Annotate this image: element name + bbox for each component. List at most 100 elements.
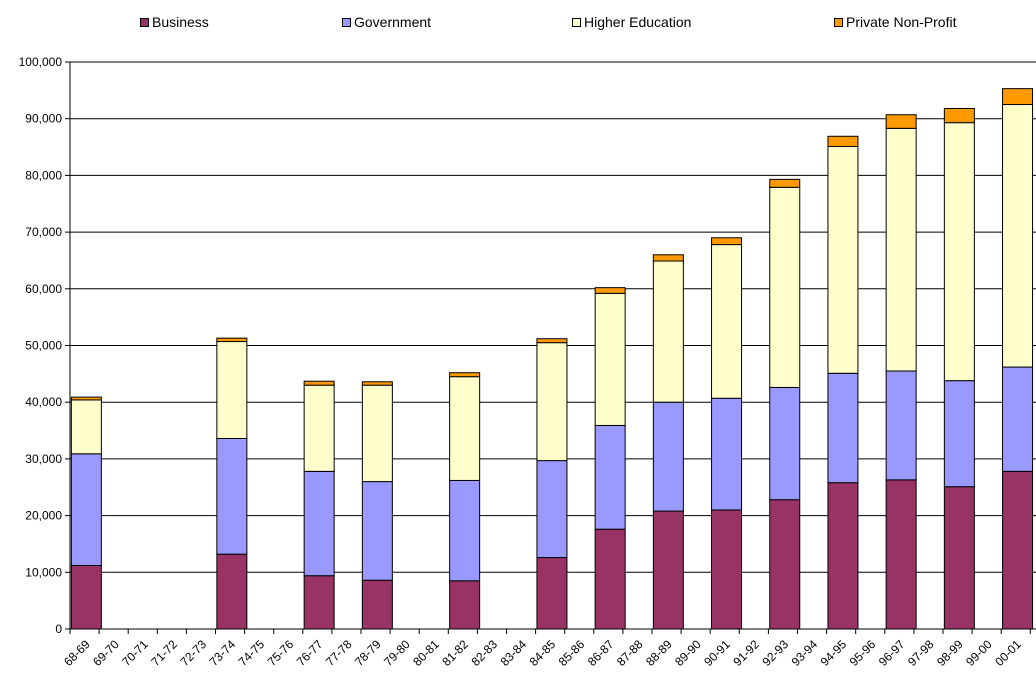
y-tick-label: 0 (55, 622, 62, 636)
bar-segment (885, 370, 917, 481)
bar-segment (769, 499, 801, 630)
y-tick-label: 70,000 (25, 225, 62, 239)
x-tick-label: 83-84 (498, 637, 530, 669)
bar-segment (943, 380, 975, 488)
legend-swatch (140, 17, 149, 27)
bar-segment (536, 342, 568, 462)
legend-item: Private Non-Profit (834, 14, 956, 30)
x-tick-label: 75-76 (265, 637, 297, 669)
y-tick-label: 60,000 (25, 282, 62, 296)
y-tick-label: 90,000 (25, 112, 62, 126)
y-tick-label: 40,000 (25, 395, 62, 409)
bar-segment (216, 553, 248, 630)
x-tick-label: 87-88 (614, 637, 646, 669)
bar-segment (769, 178, 801, 188)
bar-segment (216, 341, 248, 439)
bar-segment (449, 372, 481, 378)
bar-segment (536, 460, 568, 559)
axes (65, 61, 1036, 634)
bar-segment (885, 479, 917, 630)
bar-segment (70, 396, 102, 401)
bar-segment (303, 575, 335, 630)
legend-item: Higher Education (572, 14, 691, 30)
x-tick-label: 81-82 (439, 637, 471, 669)
bar-segment (594, 292, 626, 426)
bar-segment (1002, 104, 1034, 368)
bar-segment (652, 401, 684, 512)
legend-label: Government (354, 14, 432, 30)
x-tick-label: 93-94 (789, 637, 821, 669)
bar-segment (449, 376, 481, 481)
x-tick-label: 99-00 (963, 637, 995, 669)
x-tick-label: 78-79 (352, 637, 384, 669)
legend-swatch (572, 17, 581, 27)
bar-segment (1002, 366, 1034, 472)
bar-segment (769, 386, 801, 501)
x-tick-label: 74-75 (236, 637, 268, 669)
bar-segment (449, 479, 481, 582)
y-tick-label: 50,000 (25, 339, 62, 353)
x-tick-label: 69-70 (90, 637, 122, 669)
bar-segment (70, 453, 102, 566)
legend-label: Higher Education (584, 14, 692, 30)
bar-segment (303, 380, 335, 386)
bar-segment (827, 372, 859, 484)
legend-item: Business (140, 14, 209, 30)
bar-segment (885, 127, 917, 372)
bar-segment (303, 384, 335, 472)
bar-segment (652, 510, 684, 630)
x-tick-label: 94-95 (818, 637, 850, 669)
x-tick-label: 91-92 (730, 637, 762, 669)
bar-segment (594, 287, 626, 294)
y-tick-label: 10,000 (25, 565, 62, 579)
bar-segment (594, 528, 626, 630)
x-tick-label: 85-86 (556, 637, 588, 669)
bar-segment (70, 564, 102, 630)
bar-segment (449, 580, 481, 630)
bar-segment (943, 122, 975, 382)
bar-segment (711, 397, 743, 511)
bar-segment (827, 145, 859, 374)
bars (70, 88, 1034, 630)
x-tick-label: 72-73 (177, 637, 209, 669)
bar-segment (827, 482, 859, 630)
x-tick-label: 00-01 (992, 637, 1024, 669)
bar-segment (361, 579, 393, 630)
x-tick-label: 90-91 (701, 637, 733, 669)
x-tick-label: 86-87 (585, 637, 617, 669)
x-tick-label: 70-71 (119, 637, 151, 669)
bar-segment (885, 114, 917, 129)
y-tick-label: 30,000 (25, 452, 62, 466)
bar-segment (303, 470, 335, 577)
x-tick-label: 98-99 (934, 637, 966, 669)
x-tick-label: 68-69 (61, 637, 93, 669)
x-tick-label: 77-78 (323, 637, 355, 669)
bar-segment (1002, 88, 1034, 106)
bar-segment (536, 557, 568, 630)
bar-segment (361, 381, 393, 386)
legend-label: Private Non-Profit (846, 14, 957, 30)
x-tick-label: 73-74 (207, 637, 239, 669)
y-tick-label: 20,000 (25, 509, 62, 523)
bar-segment (711, 237, 743, 246)
tick-labels: 0 10,000 20,000 30,000 40,000 50,000 60,000 70,… (19, 55, 1024, 669)
bar-segment (652, 254, 684, 262)
x-tick-label: 76-77 (294, 637, 326, 669)
x-tick-label: 71-72 (148, 637, 180, 669)
x-tick-label: 97-98 (905, 637, 937, 669)
x-tick-label: 80-81 (410, 637, 442, 669)
bar-segment (216, 437, 248, 555)
bar-segment (711, 509, 743, 630)
x-tick-label: 92-93 (759, 637, 791, 669)
x-tick-label: 79-80 (381, 637, 413, 669)
bar-segment (594, 424, 626, 530)
x-tick-label: 89-90 (672, 637, 704, 669)
x-tick-label: 96-97 (876, 637, 908, 669)
bar-segment (70, 399, 102, 455)
chart-legend: Business Government Higher Education Privat… (0, 14, 1036, 34)
legend-swatch (834, 17, 843, 27)
bar-segment (216, 337, 248, 343)
y-tick-label: 80,000 (25, 168, 62, 182)
x-tick-label: 95-96 (847, 637, 879, 669)
bar-segment (536, 338, 568, 344)
